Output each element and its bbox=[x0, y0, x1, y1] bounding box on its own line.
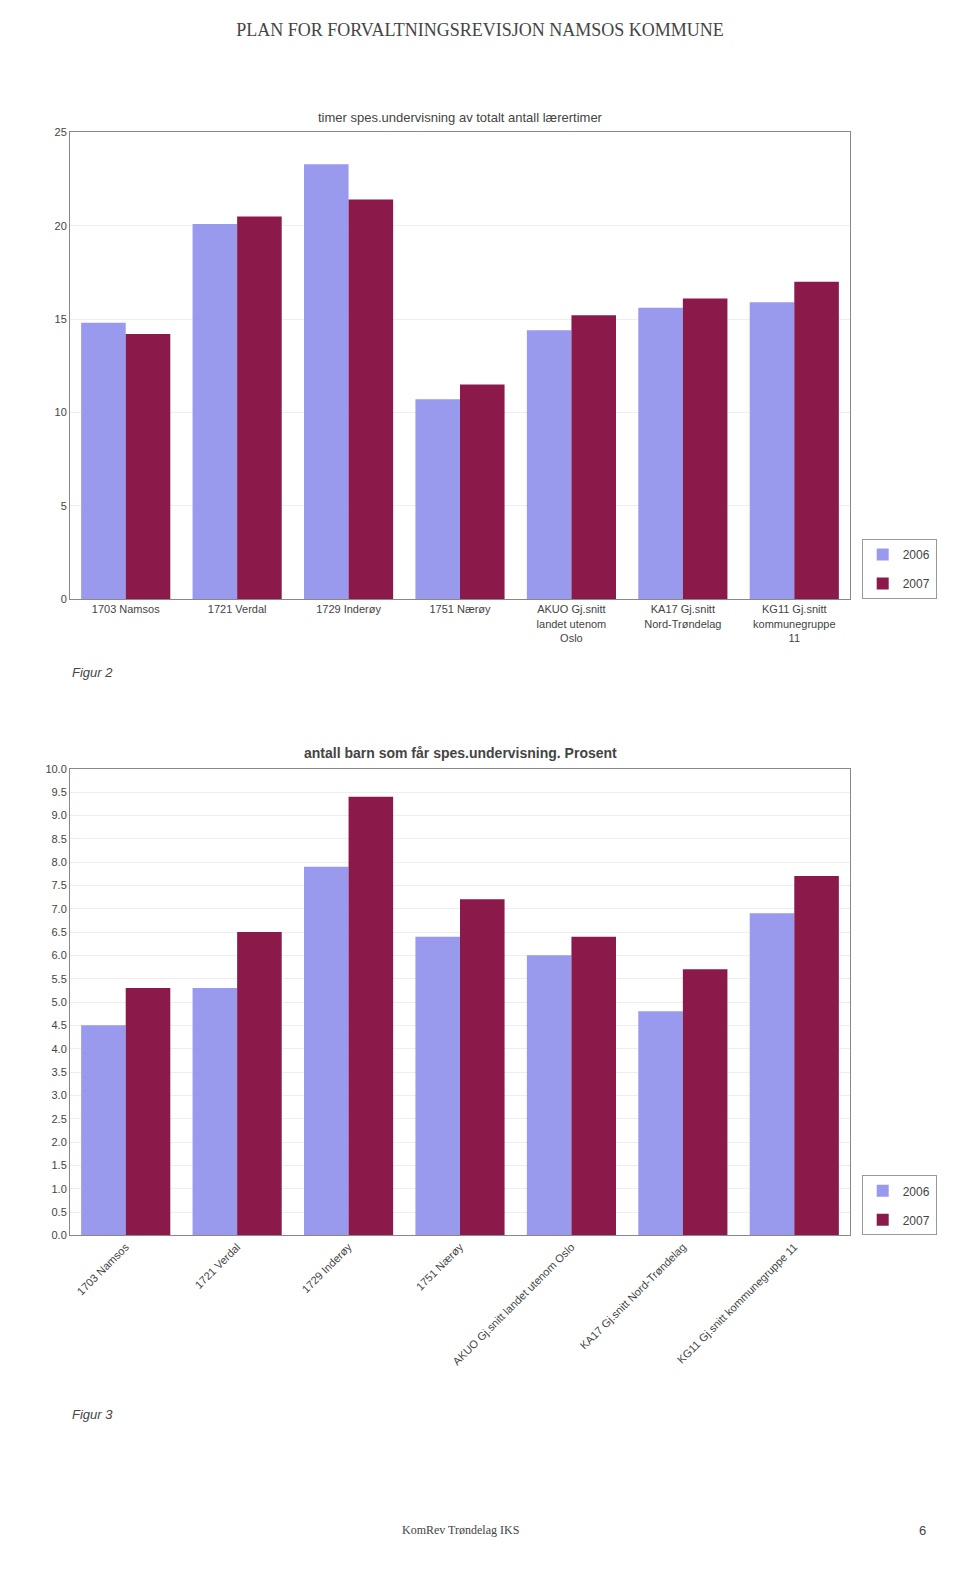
svg-text:1729 Inderøy: 1729 Inderøy bbox=[316, 603, 381, 615]
svg-text:0.5: 0.5 bbox=[52, 1206, 67, 1218]
svg-text:5.0: 5.0 bbox=[52, 996, 67, 1008]
svg-text:8.5: 8.5 bbox=[52, 833, 67, 845]
svg-text:2006: 2006 bbox=[903, 1185, 930, 1199]
svg-text:Figur 3: Figur 3 bbox=[72, 1407, 113, 1422]
svg-text:1751 Nærøy: 1751 Nærøy bbox=[429, 603, 491, 615]
svg-text:6.0: 6.0 bbox=[52, 949, 67, 961]
svg-text:0: 0 bbox=[61, 593, 67, 605]
svg-text:Figur 2: Figur 2 bbox=[72, 665, 113, 680]
svg-text:4.0: 4.0 bbox=[52, 1043, 67, 1055]
svg-text:10: 10 bbox=[55, 406, 67, 418]
svg-text:10.0: 10.0 bbox=[45, 763, 66, 775]
svg-text:KA17 Gj.snittNord-Trøndelag: KA17 Gj.snittNord-Trøndelag bbox=[644, 603, 721, 629]
svg-text:9.5: 9.5 bbox=[52, 786, 67, 798]
svg-text:6: 6 bbox=[919, 1523, 926, 1538]
svg-text:2006: 2006 bbox=[903, 548, 930, 562]
svg-text:1721 Verdal: 1721 Verdal bbox=[192, 1241, 242, 1291]
svg-text:KomRev Trøndelag IKS: KomRev Trøndelag IKS bbox=[402, 1523, 519, 1537]
svg-text:KG11 Gj.snittkommunegruppe11: KG11 Gj.snittkommunegruppe11 bbox=[753, 603, 836, 644]
svg-text:1703 Namsos: 1703 Namsos bbox=[75, 1241, 132, 1298]
svg-text:5.5: 5.5 bbox=[52, 973, 67, 985]
svg-text:timer spes.undervisning av tot: timer spes.undervisning av totalt antall… bbox=[318, 110, 603, 125]
svg-text:2007: 2007 bbox=[903, 1214, 930, 1228]
svg-text:7.5: 7.5 bbox=[52, 879, 67, 891]
svg-text:4.5: 4.5 bbox=[52, 1019, 67, 1031]
svg-text:KA17 Gj.snitt Nord-Trøndelag: KA17 Gj.snitt Nord-Trøndelag bbox=[578, 1241, 689, 1352]
svg-text:15: 15 bbox=[55, 313, 67, 325]
svg-text:AKUO Gj.snittlandet utenomOslo: AKUO Gj.snittlandet utenomOslo bbox=[537, 603, 607, 644]
svg-text:3.0: 3.0 bbox=[52, 1089, 67, 1101]
svg-text:6.5: 6.5 bbox=[52, 926, 67, 938]
svg-text:25: 25 bbox=[55, 126, 67, 138]
svg-text:2.0: 2.0 bbox=[52, 1136, 67, 1148]
svg-text:KG11 Gj.snitt kommunegruppe 11: KG11 Gj.snitt kommunegruppe 11 bbox=[675, 1241, 800, 1366]
svg-text:1721 Verdal: 1721 Verdal bbox=[208, 603, 267, 615]
svg-text:antall barn som får spes.under: antall barn som får spes.undervisning. P… bbox=[304, 745, 617, 761]
svg-text:2007: 2007 bbox=[903, 577, 930, 591]
svg-text:PLAN FOR FORVALTNINGSREVISJON: PLAN FOR FORVALTNINGSREVISJON NAMSOS KOM… bbox=[236, 20, 724, 40]
svg-text:AKUO Gj.snitt landet utenom Os: AKUO Gj.snitt landet utenom Oslo bbox=[450, 1241, 577, 1368]
svg-text:1.0: 1.0 bbox=[52, 1183, 67, 1195]
svg-text:5: 5 bbox=[61, 500, 67, 512]
svg-text:3.5: 3.5 bbox=[52, 1066, 67, 1078]
svg-text:1703 Namsos: 1703 Namsos bbox=[92, 603, 160, 615]
svg-text:1.5: 1.5 bbox=[52, 1159, 67, 1171]
svg-text:2.5: 2.5 bbox=[52, 1113, 67, 1125]
svg-text:7.0: 7.0 bbox=[52, 903, 67, 915]
svg-text:8.0: 8.0 bbox=[52, 856, 67, 868]
svg-text:20: 20 bbox=[55, 220, 67, 232]
svg-text:1729 Inderøy: 1729 Inderøy bbox=[300, 1241, 355, 1296]
svg-text:0.0: 0.0 bbox=[52, 1229, 67, 1241]
svg-text:1751 Nærøy: 1751 Nærøy bbox=[414, 1241, 466, 1293]
svg-text:9.0: 9.0 bbox=[52, 809, 67, 821]
